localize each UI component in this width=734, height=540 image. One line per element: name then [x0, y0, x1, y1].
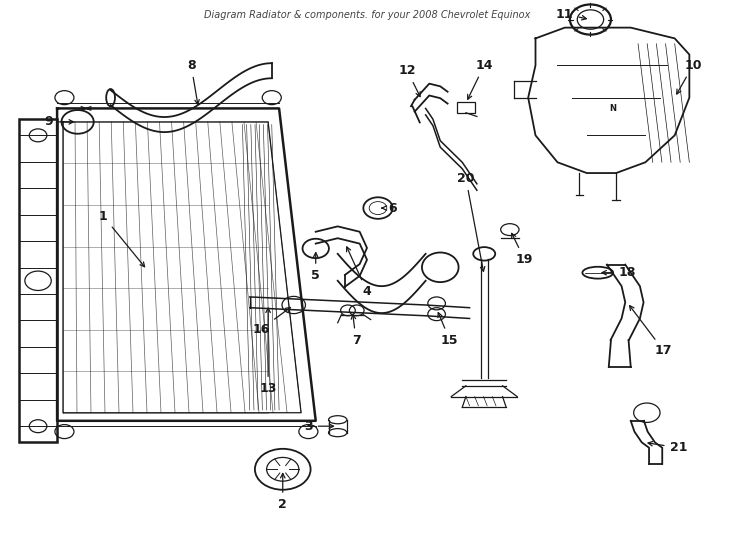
- Text: 11: 11: [556, 8, 586, 21]
- Text: 19: 19: [512, 233, 533, 266]
- Text: 16: 16: [252, 307, 291, 336]
- Text: N: N: [609, 104, 616, 113]
- Text: 4: 4: [346, 247, 371, 298]
- Text: 9: 9: [44, 116, 73, 129]
- Bar: [19, 119, 57, 442]
- Text: 6: 6: [382, 201, 397, 214]
- Text: 2: 2: [278, 474, 287, 511]
- Text: 13: 13: [259, 308, 277, 395]
- Text: 20: 20: [457, 172, 484, 271]
- Text: 21: 21: [648, 441, 687, 454]
- Text: 15: 15: [438, 313, 459, 347]
- Text: 8: 8: [187, 59, 199, 104]
- Text: 7: 7: [351, 314, 360, 347]
- Text: Diagram Radiator & components. for your 2008 Chevrolet Equinox: Diagram Radiator & components. for your …: [204, 10, 530, 20]
- Text: 17: 17: [630, 306, 672, 357]
- Text: 5: 5: [311, 253, 320, 282]
- Text: 3: 3: [304, 420, 333, 433]
- Text: 14: 14: [468, 59, 493, 99]
- Text: 1: 1: [99, 210, 145, 267]
- Bar: [457, 102, 475, 113]
- Text: 18: 18: [602, 266, 636, 279]
- Text: 10: 10: [677, 59, 702, 94]
- Text: 12: 12: [399, 64, 420, 97]
